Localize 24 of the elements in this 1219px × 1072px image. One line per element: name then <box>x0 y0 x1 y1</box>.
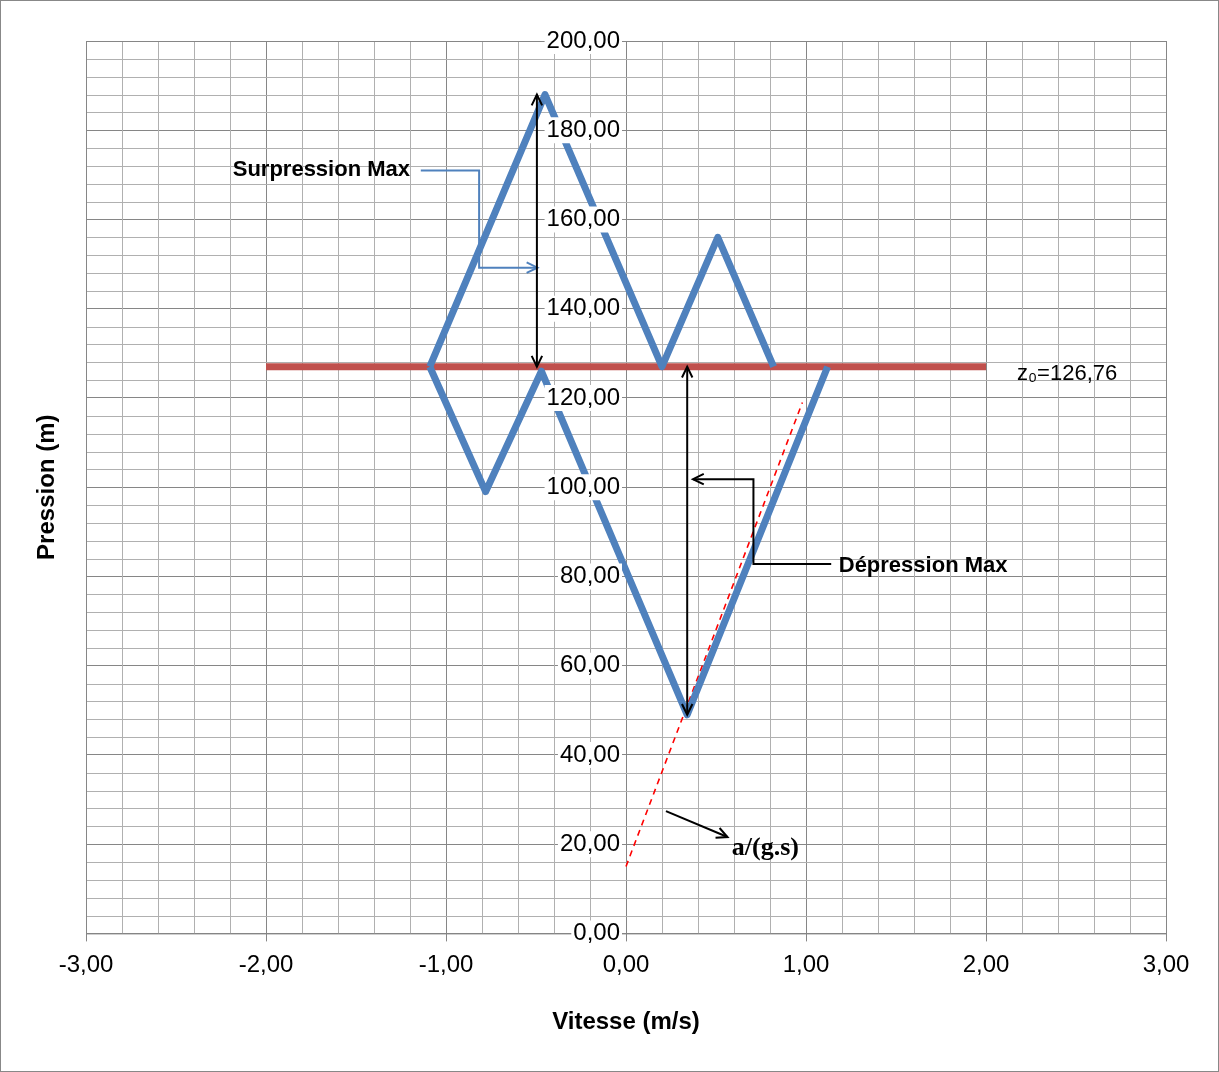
annotation: Dépression Max <box>838 551 1009 577</box>
x-axis-title: Vitesse (m/s) <box>552 1007 700 1035</box>
y-tick-label: 80,00 <box>559 561 620 589</box>
annotation: z₀=126,76 <box>1016 360 1118 386</box>
x-tick-label: 0,00 <box>602 950 650 978</box>
annotation: Surpression Max <box>232 155 411 181</box>
y-tick-label: 160,00 <box>546 204 620 232</box>
y-tick-label: 40,00 <box>559 739 620 767</box>
x-tick-label: 1,00 <box>782 950 830 978</box>
annotation: a/(g.s) <box>731 831 800 861</box>
x-tick-label: -1,00 <box>418 950 474 978</box>
y-tick-label: 60,00 <box>559 650 620 678</box>
x-tick-label: 3,00 <box>1142 950 1190 978</box>
y-tick-label: 20,00 <box>559 828 620 856</box>
y-tick-label: 140,00 <box>546 293 620 321</box>
x-tick-label: 2,00 <box>962 950 1010 978</box>
x-tick-label: -3,00 <box>58 950 114 978</box>
y-tick-label: 120,00 <box>546 382 620 410</box>
x-tick-label: -2,00 <box>238 950 294 978</box>
y-axis-title: Pression (m) <box>31 414 59 560</box>
y-tick-label: 180,00 <box>546 114 620 142</box>
y-tick-label: 0,00 <box>573 918 620 946</box>
y-tick-label: 200,00 <box>546 25 620 53</box>
y-tick-label: 100,00 <box>546 471 620 499</box>
